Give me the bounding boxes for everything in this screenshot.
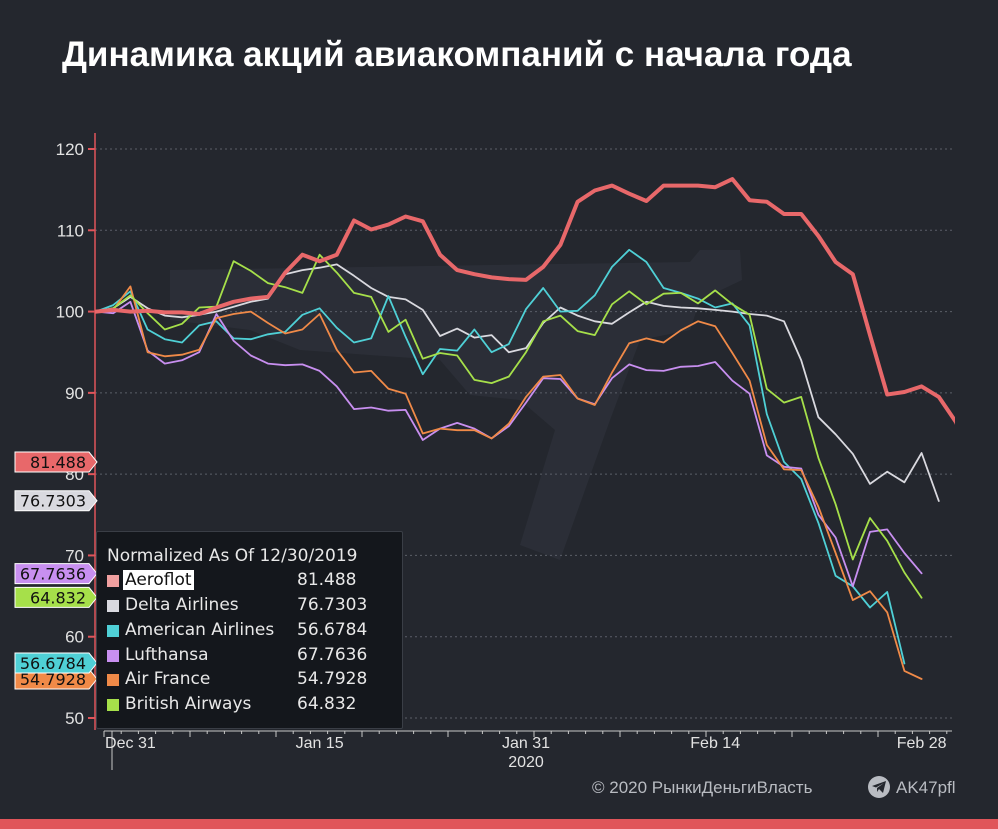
value-tag-text: 81.488 (30, 453, 86, 472)
value-tag-shape (14, 563, 98, 585)
legend-swatch (107, 600, 119, 612)
series-lines (95, 177, 955, 680)
x-year-label: 2020 (508, 754, 544, 771)
legend-item-aeroflot: Aeroflot 81.488 (107, 570, 397, 592)
page-title: Динамика акций авиакомпаний с начала год… (62, 35, 852, 74)
legend-name: Delta Airlines (125, 595, 239, 615)
legend-value: 76.7303 (297, 595, 368, 615)
value-tag-shape (14, 490, 98, 512)
legend: Normalized As Of 12/30/2019 Aeroflot 81.… (96, 531, 403, 729)
x-tick-label: Jan 15 (296, 735, 344, 752)
y-tick-label: 50 (65, 709, 84, 728)
value-tag-american-airlines: 56.6784 (14, 652, 98, 674)
legend-item-airfrance: Air France 54.7928 (107, 669, 397, 691)
bottom-accent-bar (0, 819, 998, 829)
value-tag-air-france: 54.7928 (14, 668, 98, 690)
series-line-aeroflot (95, 177, 955, 425)
value-tag-text: 64.832 (30, 588, 86, 607)
telegram-icon (868, 776, 890, 798)
legend-item-american: American Airlines 56.6784 (107, 620, 397, 642)
legend-item-british: British Airways 64.832 (107, 694, 397, 716)
copyright-text: © 2020 РынкиДеньгиВласть (592, 778, 813, 797)
x-tick-label: Feb 28 (897, 735, 947, 752)
x-tick-label: Dec 31 (105, 735, 156, 752)
legend-swatch (107, 699, 119, 711)
y-tick-label: 70 (65, 546, 84, 565)
series-line-air-france (95, 285, 923, 680)
telegram-channel[interactable]: AK47pfl (868, 776, 956, 798)
value-tag-lufthansa: 67.7636 (14, 563, 98, 585)
legend-name: British Airways (125, 694, 252, 714)
y-tick-label: 60 (65, 628, 84, 647)
value-tag-text: 54.7928 (20, 670, 86, 689)
series-line-british-airways (95, 253, 923, 599)
telegram-channel-label: AK47pfl (896, 778, 956, 797)
value-tag-shape (14, 586, 98, 608)
value-tag-text: 76.7303 (20, 492, 86, 511)
y-tick-label: 90 (65, 384, 84, 403)
legend-name: Aeroflot (123, 570, 194, 590)
value-tag-british-airways: 64.832 (14, 586, 98, 608)
x-tick-label: Feb 14 (690, 735, 740, 752)
series-line-lufthansa (95, 300, 923, 588)
legend-name: American Airlines (125, 620, 275, 640)
legend-value: 67.7636 (297, 645, 368, 665)
legend-title: Normalized As Of 12/30/2019 (107, 546, 358, 566)
y-tick-label: 100 (56, 303, 84, 322)
legend-swatch (107, 674, 119, 686)
legend-name: Lufthansa (125, 645, 209, 665)
value-tag-shape (14, 652, 98, 674)
legend-swatch (107, 575, 119, 587)
legend-swatch (107, 625, 119, 637)
legend-item-lufthansa: Lufthansa 67.7636 (107, 645, 397, 667)
grid-lines (95, 148, 955, 719)
legend-value: 54.7928 (297, 669, 368, 689)
legend-item-delta: Delta Airlines 76.7303 (107, 595, 397, 617)
y-tick-label: 110 (57, 221, 84, 240)
value-tag-text: 67.7636 (20, 565, 86, 584)
legend-swatch (107, 650, 119, 662)
legend-value: 64.832 (297, 694, 357, 714)
value-tag-text: 56.6784 (20, 654, 86, 673)
legend-value: 56.6784 (297, 620, 368, 640)
y-tick-label: 120 (56, 140, 84, 159)
value-tag-delta-airlines: 76.7303 (14, 490, 98, 512)
value-tag-shape (14, 451, 98, 473)
legend-value: 81.488 (297, 570, 357, 590)
x-tick-label: Jan 31 (502, 735, 550, 752)
value-tag-aeroflot: 81.488 (14, 451, 98, 473)
legend-name: Air France (125, 669, 211, 689)
series-line-delta-airlines (95, 263, 940, 502)
